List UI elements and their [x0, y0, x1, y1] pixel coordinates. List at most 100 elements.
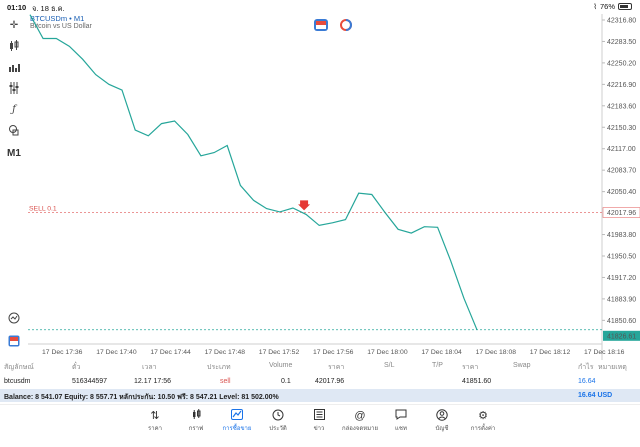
trade-chart-icon: [217, 409, 257, 423]
nav-account[interactable]: บัญชี: [422, 409, 462, 433]
time-tick-label: 17 Dec 18:12: [530, 349, 571, 356]
sell-arrow-marker: [298, 200, 311, 211]
search-zoom-icon[interactable]: [6, 311, 22, 325]
price-tick-label: 41917.20: [607, 275, 636, 282]
price-tick-label: 42150.30: [607, 125, 636, 132]
table-header-cell: ราคา: [462, 364, 479, 371]
nav-mailbox[interactable]: @ กล่องจดหมาย: [340, 409, 380, 433]
status-date: จ. 18 ธ.ค.: [32, 4, 65, 13]
price-tick-label: 41983.80: [607, 232, 636, 239]
table-header-cell: ตั๋ว: [72, 364, 81, 371]
status-right: ⌇ 76%: [593, 2, 632, 11]
nav-quotes-label: ราคา: [148, 426, 162, 432]
table-header-cell: กำไร: [578, 364, 594, 371]
position-row[interactable]: btcusdm 516344597 12.17 17:56 sell 0.1 4…: [0, 376, 640, 389]
nav-news-label: ข่าว: [313, 426, 325, 432]
time-tick-label: 17 Dec 17:40: [96, 349, 137, 356]
nav-news[interactable]: ข่าว: [299, 409, 339, 433]
account-icon: [422, 409, 462, 423]
balance-bar: Balance: 8 541.07 Equity: 8 557.71 หลักป…: [0, 389, 640, 402]
quick-trade-icon[interactable]: [314, 19, 328, 31]
price-tick-label: 41950.50: [607, 253, 636, 260]
position-open-price: 42017.96: [315, 378, 345, 385]
symbol-description: Bitcoin vs US Dollar: [30, 23, 92, 30]
settings-gear-icon: ⚙: [478, 410, 488, 422]
price-tick-label: 42283.50: [607, 39, 636, 46]
bottom-navigation: ⇅ ราคา กราฟ การซื้อขาย ประวัติ ข่าว @ กล…: [0, 404, 640, 447]
price-chart[interactable]: SELL 0.1 42316.80 42283.50 42250.20 42216.9…: [28, 14, 640, 360]
timeframe-m1[interactable]: M1: [7, 147, 21, 159]
history-clock-icon: [258, 409, 298, 423]
battery-icon: [618, 3, 632, 10]
position-ticket: 516344597: [72, 378, 108, 385]
position-type: sell: [220, 378, 231, 385]
nav-chart-label: กราฟ: [188, 426, 204, 432]
status-time: 01:10: [7, 3, 27, 12]
nav-account-label: บัญชี: [435, 426, 449, 432]
nav-chat[interactable]: แชท: [381, 409, 421, 433]
nav-settings[interactable]: ⚙ การตั้งค่า: [463, 409, 503, 433]
time-tick-label: 17 Dec 18:16: [584, 349, 625, 356]
time-tick-label: 17 Dec 17:48: [205, 349, 246, 356]
wifi-icon: ⌇: [593, 2, 597, 11]
news-icon: [299, 409, 339, 423]
price-tick-label: 42316.80: [607, 17, 636, 24]
indicators-icon[interactable]: [6, 60, 22, 74]
battery-percent: 76%: [599, 2, 615, 11]
price-tick-label: 41850.60: [607, 318, 636, 325]
one-click-trading-icon[interactable]: [6, 334, 22, 348]
candlestick-icon[interactable]: [6, 39, 22, 53]
arrows-updown-icon: ⇅: [150, 410, 160, 422]
price-tick-label: 42250.20: [607, 60, 636, 67]
table-header-cell: ประเภท: [207, 364, 231, 371]
nav-quotes[interactable]: ⇅ ราคา: [135, 409, 175, 433]
table-header-cell: หมายเหตุ: [598, 364, 627, 371]
nav-trade-label: การซื้อขาย: [222, 426, 252, 432]
adjust-sliders-icon[interactable]: [6, 81, 22, 95]
sell-price-tag: [602, 207, 640, 218]
nav-chart[interactable]: กราฟ: [176, 409, 216, 433]
time-tick-label: 17 Dec 18:04: [421, 349, 462, 356]
position-current-price: 41851.60: [462, 378, 492, 385]
table-header-cell: Volume: [269, 362, 293, 369]
crosshair-icon[interactable]: ✛: [9, 19, 19, 31]
price-tick-label: 42083.70: [607, 168, 636, 175]
nav-settings-label: การตั้งค่า: [470, 426, 496, 432]
price-tick-label: 41826.61: [607, 333, 636, 340]
position-time: 12.17 17:56: [134, 378, 171, 385]
position-profit: 16.64: [578, 378, 596, 385]
position-symbol: btcusdm: [4, 378, 31, 385]
price-tick-label: 42017.96: [607, 210, 636, 217]
price-tick-label: 42050.40: [607, 189, 636, 196]
color-scheme-icon[interactable]: [339, 19, 353, 31]
time-tick-label: 17 Dec 17:56: [313, 349, 354, 356]
mailbox-icon: @: [354, 410, 366, 422]
table-header-cell: เวลา: [142, 364, 157, 371]
table-header-cell: สัญลักษณ์: [4, 364, 34, 371]
nav-chat-label: แชท: [395, 426, 407, 432]
positions-table-header: สัญลักษณ์ ตั๋ว เวลา ประเภท Volume ราคา S/L T/P ร…: [0, 360, 640, 374]
nav-mailbox-label: กล่องจดหมาย: [341, 426, 379, 432]
status-bar: 01:10 จ. 18 ธ.ค. ⌇ 76%: [0, 0, 640, 14]
function-icon[interactable]: ƒ: [12, 103, 16, 115]
nav-trade[interactable]: การซื้อขาย: [217, 409, 257, 433]
price-tick-label: 41883.90: [607, 296, 636, 303]
nav-history[interactable]: ประวัติ: [258, 409, 298, 433]
position-volume: 0.1: [281, 378, 291, 385]
sell-level-label: SELL 0.1: [29, 206, 57, 213]
symbol-title: BTCUSDm • M1: [30, 14, 85, 23]
nav-history-label: ประวัติ: [269, 426, 287, 432]
price-line-series: [29, 14, 478, 331]
time-tick-label: 17 Dec 18:00: [367, 349, 408, 356]
table-header-cell: ราคา: [328, 364, 345, 371]
chat-icon: [381, 409, 421, 423]
current-price-tag: [603, 330, 640, 341]
price-tick-label: 42183.60: [607, 103, 636, 110]
price-tick-label: 42117.00: [607, 146, 636, 153]
balance-total-profit: 16.64 USD: [578, 392, 613, 399]
candles-icon: [176, 409, 216, 423]
shapes-icon[interactable]: [6, 123, 22, 137]
price-tick-label: 42216.90: [607, 82, 636, 89]
time-tick-label: 17 Dec 17:52: [259, 349, 300, 356]
table-header-cell: S/L: [384, 362, 395, 369]
